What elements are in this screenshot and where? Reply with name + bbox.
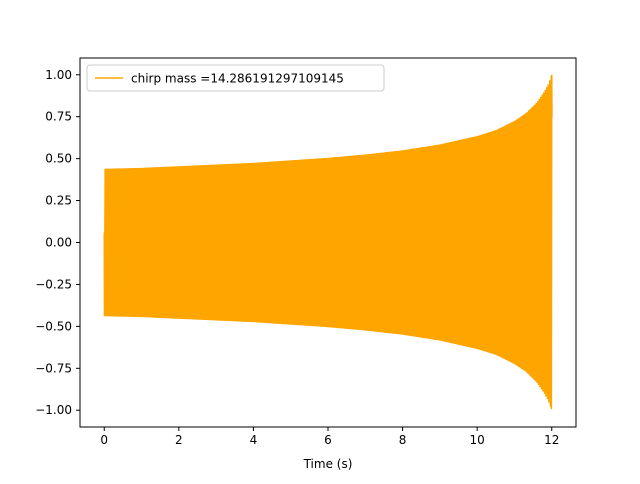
y-tick-label: −1.00 <box>35 403 72 417</box>
x-tick-label: 8 <box>399 433 407 447</box>
y-tick-label: −0.50 <box>35 319 72 333</box>
x-tick-label: 10 <box>470 433 485 447</box>
x-tick-label: 12 <box>544 433 559 447</box>
y-tick-label: 0.25 <box>45 194 72 208</box>
x-tick-label: 0 <box>100 433 108 447</box>
y-tick-label: 1.00 <box>45 68 72 82</box>
legend: chirp mass =14.286191297109145 <box>86 64 385 92</box>
y-tick-label: 0.00 <box>45 236 72 250</box>
axes: 0 2 4 6 8 10 12 −1.00 −0.75 −0.50 −0.25 0.00 0.25 0.5… <box>35 57 577 447</box>
y-tick-label: −0.25 <box>35 277 72 291</box>
x-tick-label: 4 <box>250 433 258 447</box>
x-tick-label: 6 <box>324 433 332 447</box>
y-tick-label: 0.75 <box>45 110 72 124</box>
series-line-chirp <box>103 74 553 410</box>
legend-box <box>86 64 385 92</box>
legend-label: chirp mass =14.286191297109145 <box>131 72 344 86</box>
y-tick-label: 0.50 <box>45 152 72 166</box>
x-axis-label: Time (s) <box>303 457 353 471</box>
x-tick-label: 2 <box>175 433 183 447</box>
plot-area <box>103 74 553 410</box>
y-tick-label: −0.75 <box>35 361 72 375</box>
